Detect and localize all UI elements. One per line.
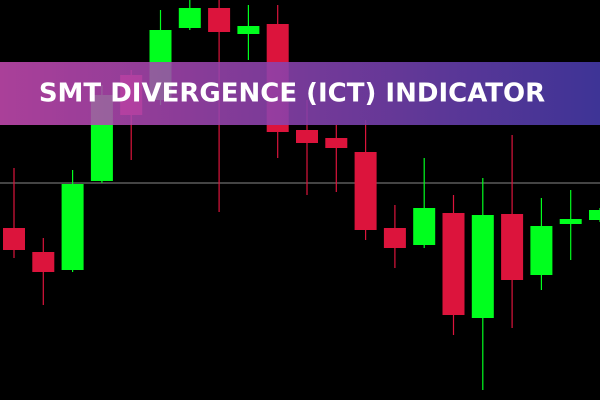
- candle-body: [589, 210, 600, 220]
- candle-body: [442, 213, 465, 315]
- candle-body: [413, 208, 436, 245]
- candle-body: [32, 252, 55, 272]
- candle-body: [354, 152, 377, 230]
- candle-body: [178, 8, 201, 28]
- candle-body: [237, 26, 260, 34]
- candle-body: [559, 219, 582, 224]
- candle-body: [296, 130, 318, 143]
- candle-body: [3, 228, 25, 250]
- candle-body: [325, 138, 348, 148]
- candle-body: [530, 226, 553, 275]
- candle-body: [208, 8, 231, 32]
- candle-body: [383, 228, 406, 248]
- chart-title: SMT DIVERGENCE (ICT) INDICATOR: [39, 79, 545, 109]
- title-banner: [0, 62, 600, 125]
- candle-body: [501, 214, 524, 280]
- candle-body: [61, 184, 84, 270]
- candle-body: [471, 215, 494, 318]
